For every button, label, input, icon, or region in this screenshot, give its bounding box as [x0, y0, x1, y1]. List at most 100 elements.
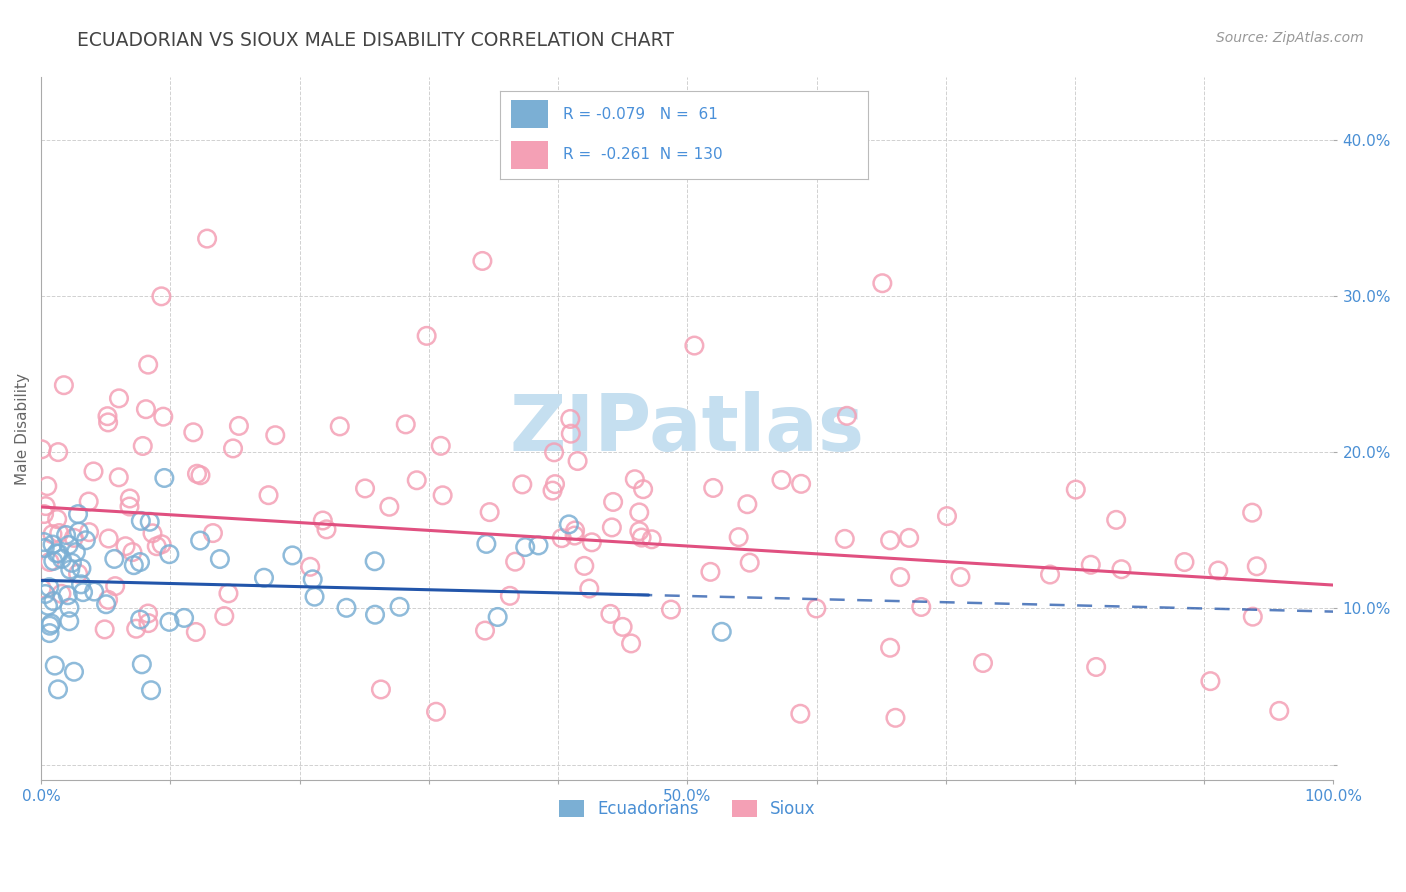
Point — [363, 554, 385, 568]
Point — [181, 425, 204, 440]
Point — [75, 533, 97, 548]
Point — [699, 565, 721, 579]
Point — [129, 613, 152, 627]
Point — [683, 338, 706, 352]
Point — [201, 526, 224, 541]
Point — [132, 439, 155, 453]
Point — [558, 517, 581, 532]
Point — [541, 483, 564, 498]
Point — [936, 509, 959, 524]
Point — [737, 497, 759, 511]
Point — [578, 582, 600, 596]
Point — [631, 482, 654, 496]
Point — [835, 409, 858, 423]
Point — [118, 500, 141, 514]
Point — [628, 505, 651, 519]
Point — [107, 470, 129, 484]
Point — [42, 594, 65, 608]
Point — [38, 555, 60, 569]
Point — [186, 467, 208, 481]
Point — [1206, 564, 1229, 578]
Point — [59, 563, 82, 577]
Point — [370, 682, 392, 697]
Point — [83, 584, 105, 599]
Point — [55, 528, 77, 542]
Point — [623, 472, 645, 486]
Point — [32, 535, 55, 549]
Point — [1199, 674, 1222, 689]
Point — [560, 412, 582, 426]
Point — [138, 515, 160, 529]
Point — [114, 539, 136, 553]
Point — [264, 428, 287, 442]
Point — [475, 537, 498, 551]
Point — [898, 531, 921, 545]
Point — [41, 538, 63, 552]
Point — [395, 417, 418, 432]
Point — [560, 426, 582, 441]
Point — [770, 473, 793, 487]
Point — [31, 442, 53, 457]
Point — [872, 276, 894, 290]
Point — [388, 599, 411, 614]
Point — [1064, 483, 1087, 497]
Point — [599, 607, 621, 621]
Point — [551, 531, 574, 545]
Point — [889, 570, 911, 584]
Point — [46, 445, 69, 459]
Point — [214, 609, 236, 624]
Point — [70, 561, 93, 575]
Point — [173, 611, 195, 625]
Point — [429, 439, 451, 453]
Point — [503, 555, 526, 569]
Point — [1241, 609, 1264, 624]
Point — [564, 524, 586, 538]
Point — [97, 592, 120, 607]
Point — [1241, 506, 1264, 520]
Point — [121, 545, 143, 559]
Point — [879, 533, 901, 548]
Point — [544, 477, 567, 491]
Point — [702, 481, 724, 495]
Point — [949, 570, 972, 584]
Point — [1111, 562, 1133, 576]
Point — [253, 571, 276, 585]
Point — [104, 579, 127, 593]
Point — [659, 602, 682, 616]
Point — [510, 477, 533, 491]
Point — [70, 577, 93, 591]
Point — [131, 657, 153, 672]
Point — [790, 476, 813, 491]
Point — [138, 616, 160, 631]
Point — [96, 409, 118, 424]
Point — [1173, 555, 1195, 569]
Point — [1085, 660, 1108, 674]
Point — [58, 538, 80, 552]
Point — [38, 580, 60, 594]
Point — [208, 552, 231, 566]
Point — [32, 507, 55, 521]
Point — [884, 711, 907, 725]
Point — [727, 530, 749, 544]
Point — [97, 532, 120, 546]
Point — [77, 525, 100, 540]
Point — [281, 549, 304, 563]
Point — [478, 505, 501, 519]
Point — [1039, 567, 1062, 582]
Point — [56, 588, 79, 602]
Point — [38, 626, 60, 640]
Point — [122, 558, 145, 573]
Point — [139, 683, 162, 698]
Point — [94, 597, 117, 611]
Point — [108, 392, 131, 406]
Point — [60, 556, 83, 570]
Point — [581, 535, 603, 549]
Point — [159, 615, 181, 629]
Point — [910, 599, 932, 614]
Point — [184, 625, 207, 640]
Point — [879, 640, 901, 655]
Point — [972, 656, 994, 670]
Point — [378, 500, 401, 514]
Point — [51, 587, 73, 601]
Text: Source: ZipAtlas.com: Source: ZipAtlas.com — [1216, 31, 1364, 45]
